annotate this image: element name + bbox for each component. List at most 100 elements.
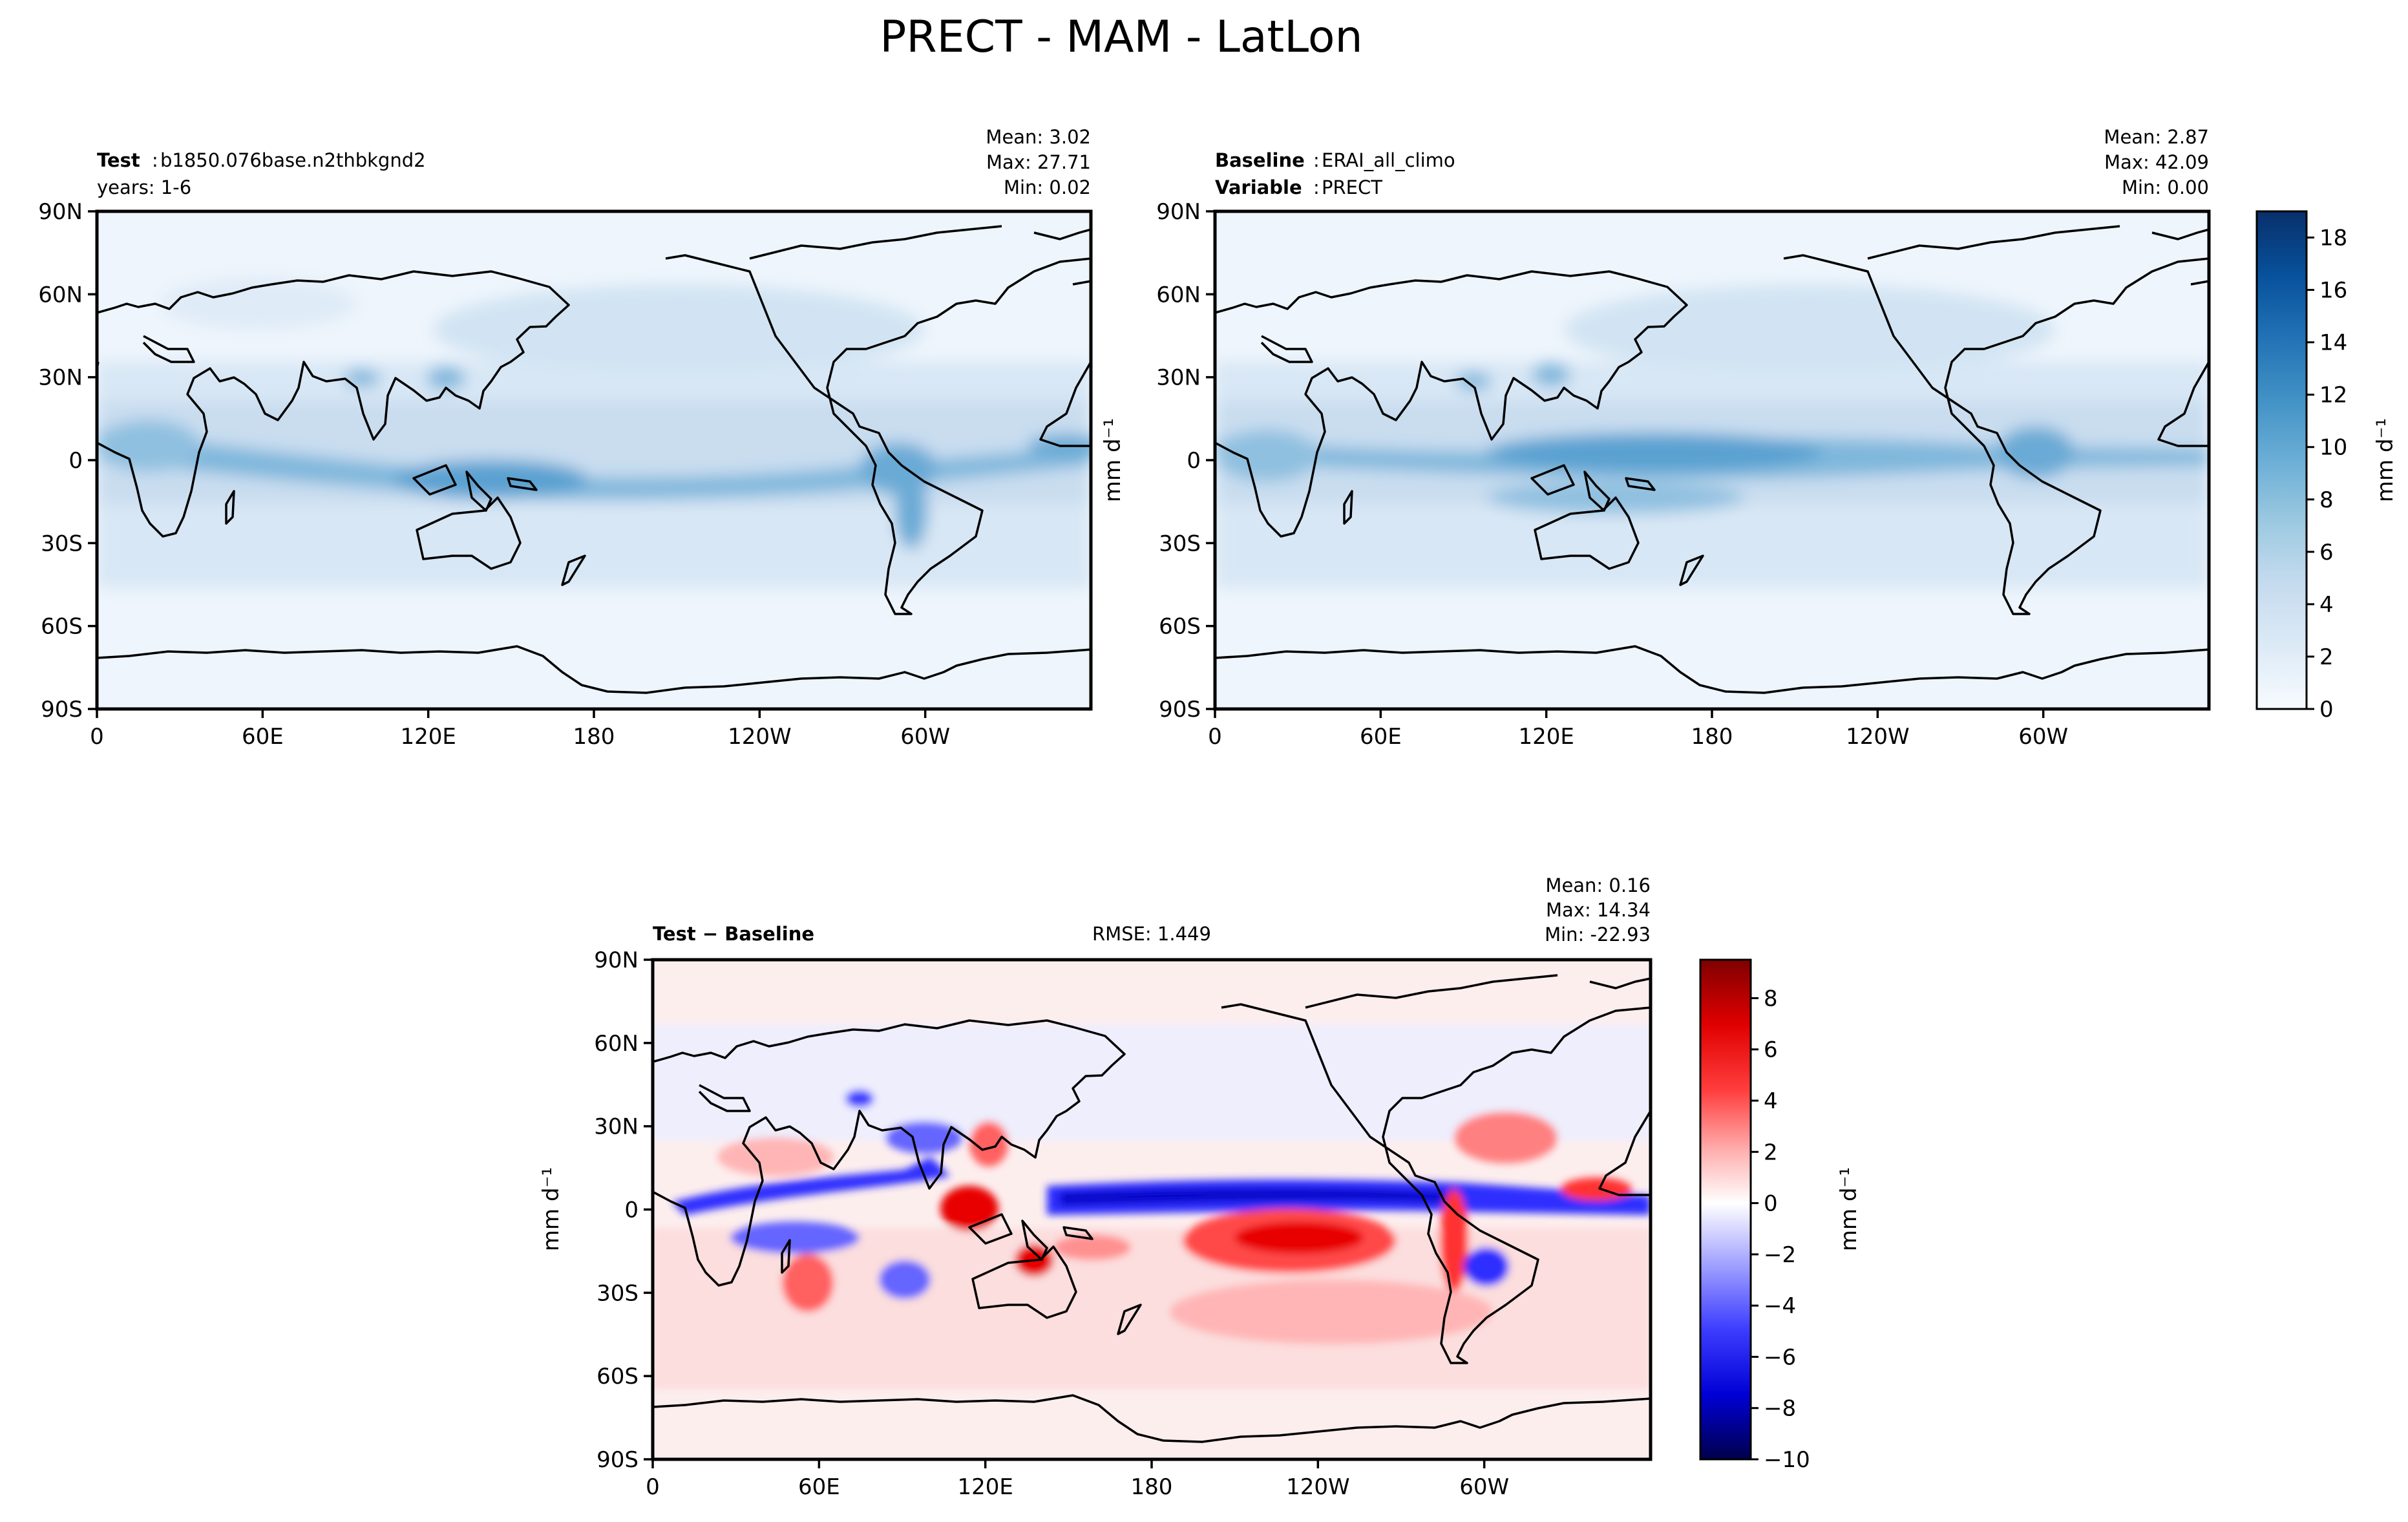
panel-baseline-name: ERAI_all_climo	[1322, 149, 1455, 171]
y-tick-label: 30S	[1159, 531, 1201, 556]
x-tick-label: 180	[1691, 724, 1733, 750]
panel-baseline-min: Min: 0.00	[2122, 176, 2209, 198]
panel-difference-label: Test − Baseline	[653, 923, 814, 945]
x-tick-label: 120E	[400, 724, 456, 750]
y-tick-label: 60S	[1159, 614, 1201, 640]
colorbar-tick-label: 2	[1764, 1139, 1778, 1165]
colorbar-tick-label: −2	[1764, 1242, 1796, 1268]
panel-difference-rmse: RMSE: 1.449	[1092, 923, 1211, 945]
x-tick-label: 60W	[900, 724, 950, 750]
colorbar-top-label: mm d⁻¹	[2372, 418, 2398, 502]
panel-baseline-colon: :	[1313, 149, 1320, 171]
colorbar-tick-label: −4	[1764, 1293, 1796, 1319]
y-tick-label: 90S	[597, 1447, 639, 1473]
x-tick-label: 60W	[2018, 724, 2068, 750]
colorbar-tick-label: 12	[2319, 383, 2347, 408]
x-tick-label: 120E	[957, 1474, 1013, 1500]
panel-test-coastlines	[97, 225, 1091, 694]
x-tick-label: 0	[1208, 724, 1222, 750]
panel-difference-ylabel: mm d⁻¹	[538, 1167, 564, 1251]
colorbar-tick-label: 4	[2319, 592, 2334, 618]
colorbar-top-fill	[2255, 210, 2308, 710]
panel-baseline-max: Max: 42.09	[2104, 151, 2209, 173]
panel-test-max: Max: 27.71	[986, 151, 1091, 173]
y-tick-label: 30S	[597, 1280, 639, 1306]
panel-baseline: Baseline : ERAI_all_climo Variable : PRE…	[1100, 126, 2211, 750]
y-tick-label: 0	[1187, 448, 1201, 474]
panel-difference: Test − Baseline RMSE: 1.449 Mean: 0.16 M…	[538, 874, 1653, 1500]
x-tick-label: 60E	[1360, 724, 1402, 750]
panel-test-map	[97, 211, 1091, 709]
colorbar-tick-label: 10	[2319, 435, 2347, 461]
colorbar-tick-label: −10	[1764, 1447, 1810, 1473]
colorbar-bottom: 8 6 4 2 0 −2 −4 −6 −8 −10 mm d⁻¹	[1699, 958, 1862, 1473]
colorbar-tick-label: 14	[2319, 330, 2347, 356]
colorbar-tick-label: 6	[1764, 1037, 1778, 1063]
figure-title: PRECT - MAM - LatLon	[880, 12, 1362, 63]
panel-difference-max: Max: 14.34	[1546, 899, 1651, 921]
colorbar-bottom-label: mm d⁻¹	[1836, 1167, 1862, 1251]
colorbar-top: 0 2 4 6 8 10 12 14 16 18 mm d⁻¹	[2255, 210, 2398, 723]
panel-baseline-axes: 0 60E 120E 180 120W 60W 90N 60N 30N 0 30S 60S 90S	[1156, 199, 2068, 750]
panel-test-label: Test	[97, 149, 140, 171]
panel-test: Test : b1850.076base.n2thbkgnd2 years: 1…	[38, 126, 1093, 750]
panel-baseline-ylabel: mm d⁻¹	[1100, 418, 1126, 502]
y-tick-label: 60N	[38, 282, 83, 308]
y-tick-label: 60S	[41, 614, 83, 640]
panel-variable-label: Variable	[1215, 176, 1302, 198]
colorbar-tick-label: 0	[2319, 697, 2334, 723]
y-tick-label: 30S	[41, 531, 83, 556]
colorbar-tick-label: 16	[2319, 278, 2347, 304]
x-tick-label: 180	[1131, 1474, 1173, 1500]
panel-difference-axes: 0 60E 120E 180 120W 60W 90N 60N 30N 0 30S 60S 90S	[594, 947, 1509, 1500]
y-tick-label: 90N	[594, 947, 639, 973]
panel-test-case: b1850.076base.n2thbkgnd2	[160, 149, 426, 171]
x-tick-label: 120W	[1286, 1474, 1350, 1500]
panel-test-colon: :	[152, 149, 158, 171]
y-tick-label: 30N	[1156, 365, 1201, 391]
panel-test-min: Min: 0.02	[1004, 176, 1091, 198]
y-tick-label: 60S	[597, 1364, 639, 1390]
y-tick-label: 90N	[38, 199, 83, 225]
colorbar-tick-label: 8	[2319, 487, 2334, 513]
y-tick-label: 90S	[41, 697, 83, 723]
colorbar-tick-label: 4	[1764, 1088, 1778, 1114]
panel-baseline-mean: Mean: 2.87	[2104, 126, 2209, 148]
colorbar-tick-label: 6	[2319, 540, 2334, 565]
colorbar-bottom-fill	[1699, 958, 1752, 1461]
panel-baseline-label: Baseline	[1215, 149, 1305, 171]
y-tick-label: 60N	[1156, 282, 1201, 308]
y-tick-label: 0	[624, 1198, 639, 1223]
colorbar-tick-label: 2	[2319, 644, 2334, 670]
colorbar-top-ticks: 0 2 4 6 8 10 12 14 16 18	[2307, 226, 2347, 723]
y-tick-label: 60N	[594, 1031, 639, 1057]
y-tick-label: 90N	[1156, 199, 1201, 225]
panel-test-axes: 0 60E 120E 180 120W 60W 90N 60N 30N 0 30S 60S 90S	[38, 199, 950, 750]
colorbar-tick-label: 8	[1764, 986, 1778, 1011]
y-tick-label: 0	[69, 448, 83, 474]
panel-variable-name: PRECT	[1322, 176, 1382, 198]
panel-difference-mean: Mean: 0.16	[1545, 874, 1651, 896]
x-tick-label: 60W	[1459, 1474, 1509, 1500]
panel-difference-map	[653, 960, 1651, 1459]
colorbar-tick-label: −8	[1764, 1396, 1796, 1422]
panel-difference-coastlines	[653, 974, 1651, 1443]
panel-difference-min: Min: -22.93	[1545, 924, 1651, 946]
colorbar-tick-label: 0	[1764, 1191, 1778, 1217]
panel-test-mean: Mean: 3.02	[986, 126, 1091, 148]
x-tick-label: 120W	[1846, 724, 1910, 750]
x-tick-label: 120W	[728, 724, 792, 750]
x-tick-label: 60E	[798, 1474, 840, 1500]
x-tick-label: 60E	[242, 724, 284, 750]
colorbar-bottom-ticks: 8 6 4 2 0 −2 −4 −6 −8 −10	[1751, 986, 1810, 1473]
panel-test-years: years: 1-6	[97, 176, 191, 198]
colorbar-tick-label: 18	[2319, 226, 2347, 251]
y-tick-label: 30N	[38, 365, 83, 391]
x-tick-label: 120E	[1518, 724, 1574, 750]
panel-baseline-coastlines	[1215, 225, 2209, 694]
x-tick-label: 0	[90, 724, 104, 750]
x-tick-label: 180	[573, 724, 615, 750]
panel-variable-colon: :	[1313, 176, 1320, 198]
x-tick-label: 0	[646, 1474, 660, 1500]
